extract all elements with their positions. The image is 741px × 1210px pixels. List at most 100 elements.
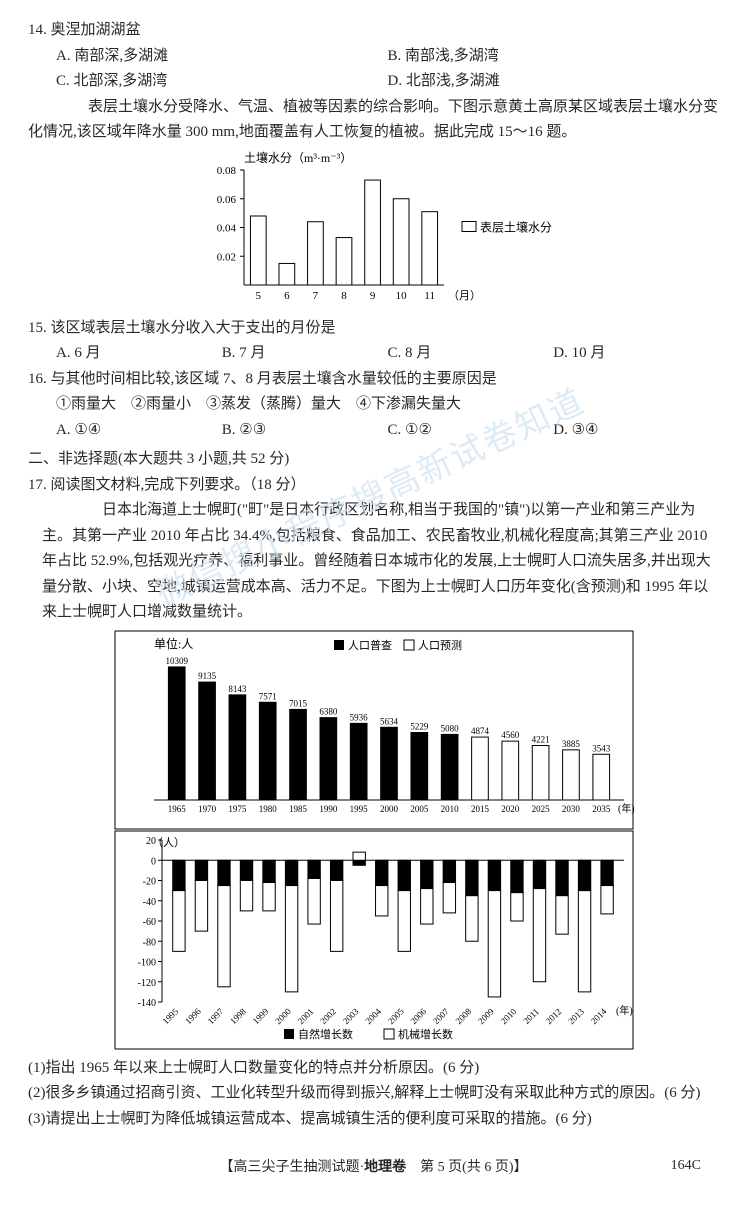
q16-circles: ①雨量大 ②雨量小 ③蒸发（蒸腾）量大 ④下渗漏失量大 (28, 392, 719, 418)
svg-text:8: 8 (341, 290, 347, 302)
svg-text:2000: 2000 (380, 804, 399, 814)
population-charts: 单位:人人口普查人口预测1030919659135197081431975757… (28, 630, 719, 1050)
svg-text:-60: -60 (142, 917, 155, 928)
svg-text:-100: -100 (137, 957, 155, 968)
q15-opt-c: C. 8 月 (388, 341, 554, 367)
svg-text:10309: 10309 (165, 655, 188, 665)
q17-passage: 日本北海道上士幌町("町"是日本行政区划名称,相当于我国的"镇")以第一产业和第… (28, 498, 719, 626)
svg-text:1965: 1965 (167, 804, 186, 814)
svg-text:1970: 1970 (198, 804, 217, 814)
page-code: 164C (671, 1154, 701, 1178)
svg-text:2008: 2008 (453, 1005, 473, 1025)
svg-text:-120: -120 (137, 977, 155, 988)
q15-opt-a: A. 6 月 (56, 341, 222, 367)
svg-text:1990: 1990 (319, 804, 338, 814)
svg-text:2005: 2005 (410, 804, 429, 814)
svg-text:2001: 2001 (295, 1006, 315, 1026)
svg-text:5: 5 (255, 290, 261, 302)
svg-text:2003: 2003 (340, 1005, 360, 1025)
q15-opt-d: D. 10 月 (553, 341, 719, 367)
q16-opt-c: C. ①② (388, 418, 554, 444)
svg-text:-80: -80 (142, 937, 155, 948)
footer-bold: 地理卷 (364, 1160, 406, 1175)
svg-text:人口预测: 人口预测 (418, 639, 462, 652)
q17-sub2: (2)很多乡镇通过招商引资、工业化转型升级而得到振兴,解释上士幌町没有采取此种方… (28, 1081, 719, 1107)
svg-text:2015: 2015 (470, 804, 489, 814)
svg-text:8143: 8143 (228, 683, 247, 693)
section-2-title: 二、非选择题(本大题共 3 小题,共 52 分) (28, 447, 719, 473)
q14-opt-d: D. 北部浅,多湖滩 (388, 69, 720, 95)
svg-text:5080: 5080 (440, 723, 459, 733)
svg-text:-20: -20 (142, 876, 155, 887)
svg-text:2004: 2004 (363, 1005, 383, 1025)
svg-text:9135: 9135 (198, 671, 217, 681)
svg-text:2005: 2005 (385, 1005, 405, 1025)
footer-left: 【高三尖子生抽测试题· (220, 1160, 365, 1175)
svg-text:2010: 2010 (440, 804, 459, 814)
svg-text:9: 9 (369, 290, 375, 302)
svg-text:人口普查: 人口普查 (348, 638, 392, 652)
svg-text:1980: 1980 (258, 804, 277, 814)
q17-sub3: (3)请提出上士幌町为降低城镇运营成本、提高城镇生活的便利度可采取的措施。(6 … (28, 1107, 719, 1133)
svg-text:4560: 4560 (501, 730, 519, 740)
svg-text:5634: 5634 (380, 716, 399, 726)
svg-text:0.02: 0.02 (216, 251, 235, 263)
svg-text:1999: 1999 (250, 1005, 270, 1025)
svg-text:2014: 2014 (588, 1005, 608, 1025)
q14-opt-b: B. 南部浅,多湖湾 (388, 44, 720, 70)
q17-sub1: (1)指出 1965 年以来上士幌町人口数量变化的特点并分析原因。(6 分) (28, 1056, 719, 1082)
svg-text:10: 10 (395, 290, 407, 302)
svg-text:2035: 2035 (592, 804, 611, 814)
svg-text:-140: -140 (137, 998, 155, 1009)
svg-text:5936: 5936 (349, 712, 368, 722)
q17-stem: 17. 阅读图文材料,完成下列要求。（18 分） (28, 473, 719, 499)
svg-text:表层土壤水分: 表层土壤水分 (480, 219, 552, 234)
svg-text:2000: 2000 (273, 1005, 293, 1025)
svg-text:0.04: 0.04 (216, 222, 236, 234)
svg-text:7: 7 (312, 290, 318, 302)
svg-text:单位:人: 单位:人 (154, 636, 193, 651)
svg-text:7015: 7015 (289, 698, 308, 708)
svg-text:2012: 2012 (543, 1006, 563, 1026)
q16-opt-a: A. ①④ (56, 418, 222, 444)
q15-stem: 15. 该区域表层土壤水分收入大于支出的月份是 (28, 316, 719, 342)
svg-text:3543: 3543 (592, 743, 611, 753)
footer-right: 第 5 页(共 6 页)】 (406, 1160, 527, 1175)
q15-opt-b: B. 7 月 (222, 341, 388, 367)
svg-text:(年): (年) (618, 802, 634, 815)
svg-text:1985: 1985 (289, 804, 308, 814)
svg-text:11: 11 (424, 290, 435, 302)
q16-opt-b: B. ②③ (222, 418, 388, 444)
svg-text:2006: 2006 (408, 1005, 428, 1025)
svg-text:6380: 6380 (319, 706, 338, 716)
svg-text:20: 20 (146, 836, 156, 847)
svg-text:1995: 1995 (349, 804, 368, 814)
svg-text:2013: 2013 (566, 1005, 586, 1025)
svg-text:6: 6 (284, 290, 290, 302)
q14-opt-a: A. 南部深,多湖滩 (56, 44, 388, 70)
q14-opt-c: C. 北部深,多湖湾 (56, 69, 388, 95)
q15-options: A. 6 月 B. 7 月 C. 8 月 D. 10 月 (28, 341, 719, 367)
svg-text:4874: 4874 (470, 726, 489, 736)
svg-text:土壤水分（m³·m⁻³）: 土壤水分（m³·m⁻³） (244, 150, 352, 165)
svg-text:0.06: 0.06 (216, 193, 236, 205)
q14-stem: 14. 奥涅加湖湖盆 (28, 18, 719, 44)
svg-text:1996: 1996 (183, 1005, 203, 1025)
svg-text:2009: 2009 (476, 1005, 496, 1025)
q14-options: A. 南部深,多湖滩 B. 南部浅,多湖湾 C. 北部深,多湖湾 D. 北部浅,… (28, 44, 719, 95)
svg-text:0: 0 (151, 856, 156, 867)
q16-options: A. ①④ B. ②③ C. ①② D. ③④ (28, 418, 719, 444)
svg-text:2025: 2025 (531, 804, 550, 814)
soil-moisture-chart: 土壤水分（m³·m⁻³）0.020.040.060.08567891011（月）… (28, 150, 719, 310)
svg-text:机械增长数: 机械增长数 (398, 1027, 453, 1041)
q16-stem: 16. 与其他时间相比较,该区域 7、8 月表层土壤含水量较低的主要原因是 (28, 367, 719, 393)
svg-text:1998: 1998 (228, 1005, 248, 1025)
svg-text:5229: 5229 (410, 721, 429, 731)
svg-text:2010: 2010 (498, 1005, 518, 1025)
svg-text:2007: 2007 (430, 1005, 450, 1025)
svg-text:3885: 3885 (561, 738, 580, 748)
svg-text:2011: 2011 (521, 1006, 541, 1026)
page-footer: 【高三尖子生抽测试题·地理卷 第 5 页(共 6 页)】 (28, 1156, 719, 1180)
svg-text:2020: 2020 (501, 804, 519, 814)
passage-soil: 表层土壤水分受降水、气温、植被等因素的综合影响。下图示意黄土高原某区域表层土壤水… (28, 95, 719, 146)
